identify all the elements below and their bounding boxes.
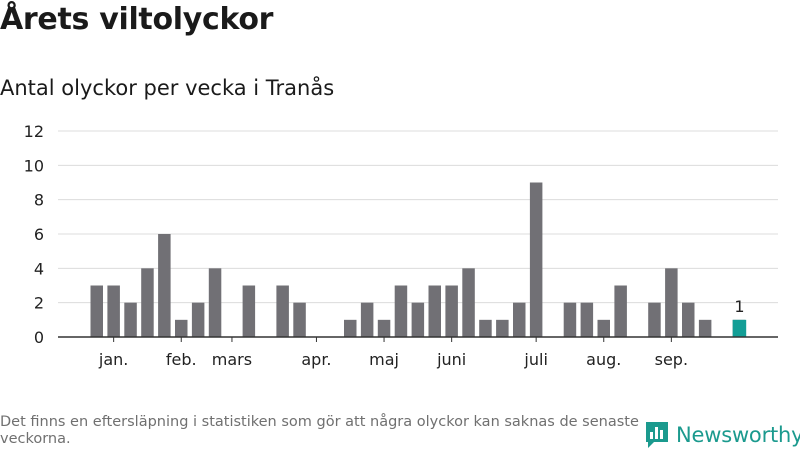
bar [90,285,103,337]
x-tick-label: mars [212,350,252,369]
bar [411,302,425,337]
bar [377,319,391,337]
chart-title: Årets viltolyckor [0,2,274,37]
bar [191,302,205,337]
bar [682,302,695,337]
bar [344,319,357,337]
x-tick-label: sep. [655,350,688,369]
y-tick-label: 6 [34,225,44,244]
bar [563,302,577,337]
footnote: Det finns en eftersläpning i statistiken… [0,414,639,447]
bar [394,285,408,337]
x-tick-label: maj [369,350,399,369]
bar [360,302,374,337]
bar [141,268,154,337]
bar [665,268,678,337]
y-tick-label: 2 [34,294,44,313]
highlight-bar [732,319,747,337]
x-tick-label: juni [436,350,466,369]
bar [496,319,509,337]
bar-chart-logo-icon [646,422,668,448]
x-tick-label: jan. [98,350,128,369]
bar [648,302,661,337]
x-tick-label: aug. [586,350,621,369]
x-tick-label: juli [523,350,547,369]
bar [614,285,627,337]
bar [158,234,171,337]
bar [698,319,712,337]
bar [445,285,458,337]
x-tick-label: apr. [301,350,331,369]
y-tick-label: 4 [34,259,44,278]
bar-chart: 0 2 4 6 8 10 12 1 jan. feb. mars apr. maj juni juli aug… [24,122,778,369]
brand-name: Newsworthy [676,423,800,447]
bar [124,302,137,337]
bar [293,302,306,337]
y-tick-label: 8 [34,191,44,210]
bar [208,268,222,337]
bar [175,319,188,337]
chart-subtitle: Antal olyckor per vecka i Tranås [0,76,335,100]
brand-logo[interactable]: Newsworthy [644,419,800,451]
bar [479,319,492,337]
bar [513,302,526,337]
bar [107,285,120,337]
bar [580,302,594,337]
bar [428,285,441,337]
y-tick-label: 12 [24,122,44,141]
bar [242,285,256,337]
data-label: 1 [734,297,744,316]
bar [529,182,543,337]
bar [276,285,289,337]
bar [462,268,475,337]
y-tick-label: 10 [24,156,44,175]
x-tick-label: feb. [166,350,197,369]
bar [597,319,610,337]
y-tick-label: 0 [34,328,44,347]
